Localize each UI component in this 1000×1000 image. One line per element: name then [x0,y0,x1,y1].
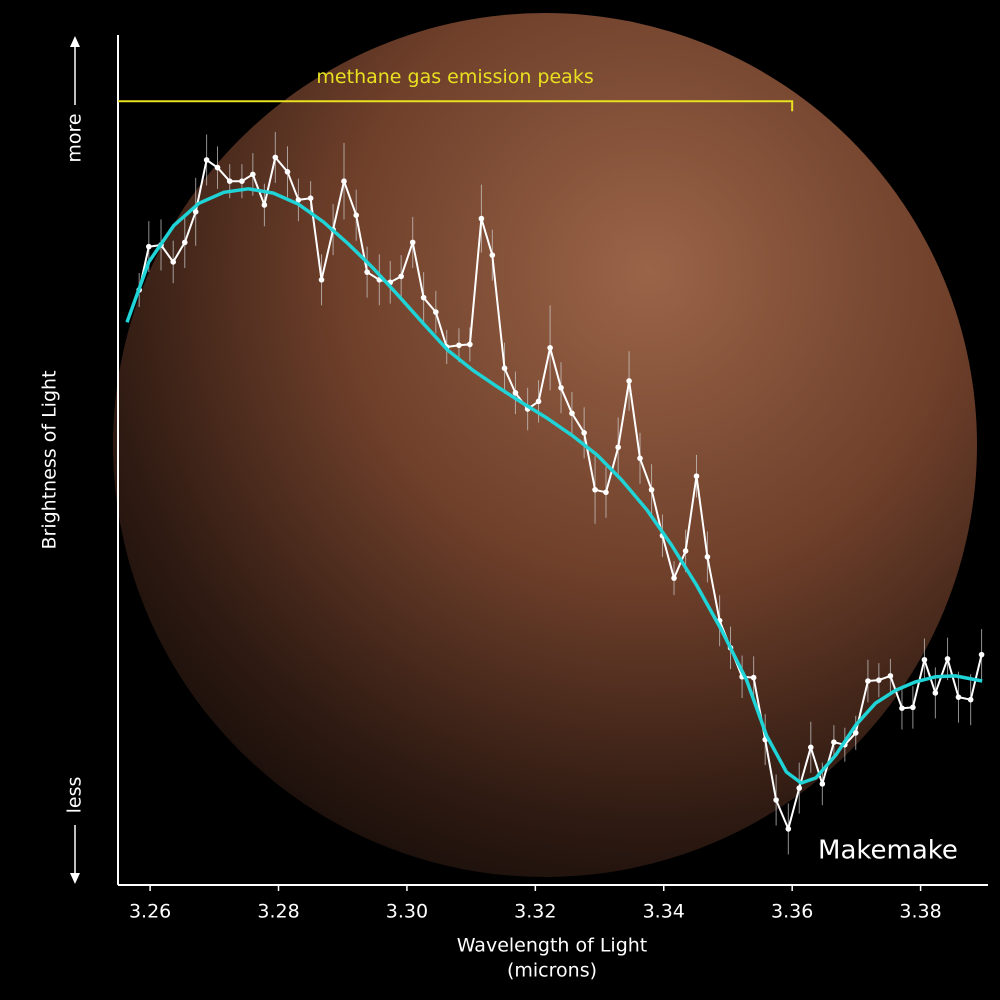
data-point [353,212,360,218]
data-point [693,473,700,479]
data-point [284,169,291,175]
data-point [307,195,314,201]
data-point [581,430,587,436]
data-point [489,252,496,258]
data-point [456,342,462,349]
planet-image [113,13,977,877]
y-label-top: more [64,113,86,162]
data-point [420,294,427,301]
data-point [819,781,826,787]
data-point [603,489,609,496]
data-point [807,744,814,751]
data-point [181,239,188,246]
data-point [921,656,928,663]
data-point [932,690,939,696]
data-point [910,704,916,711]
data-point [250,171,256,178]
data-point [569,410,575,417]
data-point [671,575,677,581]
x-axis-unit: (microns) [507,960,597,982]
data-point [547,345,553,351]
data-point [852,730,859,736]
data-point [558,384,564,391]
arrow-head [70,36,80,47]
data-point [899,705,905,711]
x-axis-label: Wavelength of Light [457,935,648,957]
data-point [887,673,894,679]
data-point [467,341,473,348]
data-point [170,259,177,265]
y-axis-label: Brightness of Light [39,370,61,549]
data-point [704,554,711,560]
data-point [615,444,621,451]
data-point [272,154,279,161]
annotation-text: methane gas emission peaks [316,66,593,88]
data-point [682,548,689,554]
data-point [295,197,302,203]
data-point [637,455,643,462]
data-point [146,243,152,250]
data-point [318,277,325,283]
x-tick-label: 3.30 [386,901,428,923]
data-point [364,269,370,275]
data-point [626,378,632,384]
arrow-head [70,873,80,884]
data-point [865,678,871,684]
data-point [648,486,655,493]
data-point [876,677,882,683]
data-point [341,178,347,184]
data-point [239,178,245,184]
x-tick-label: 3.32 [514,901,556,923]
data-point [512,390,519,396]
data-point [944,656,951,662]
data-point [214,164,221,171]
data-point [955,694,962,700]
data-point [773,797,779,803]
x-tick-label: 3.38 [899,901,941,923]
x-tick-label: 3.28 [257,901,299,923]
data-point [796,785,803,791]
x-tick-label: 3.36 [771,901,813,923]
data-point [501,365,508,372]
y-label-bottom: less [64,777,86,814]
data-point [978,651,985,658]
data-point [203,157,210,163]
data-point [831,739,837,745]
data-point [478,215,485,222]
x-tick-label: 3.26 [129,901,171,923]
data-point [398,273,404,280]
data-point [535,398,542,405]
annotation-bracket [118,100,794,112]
data-point [592,486,598,493]
data-point [750,674,757,681]
chart-title: Makemake [818,836,958,866]
x-tick-label: 3.34 [643,901,685,923]
fit-line [125,187,983,785]
data-point [261,202,268,208]
data-point [226,178,233,184]
data-point [967,696,974,703]
data-point [433,309,439,315]
data-point [192,209,199,215]
data-point [785,826,792,832]
data-point [409,239,416,246]
